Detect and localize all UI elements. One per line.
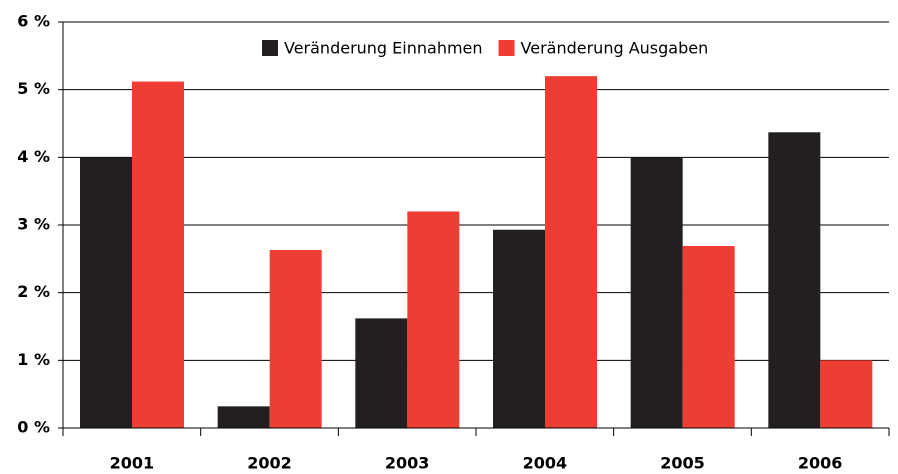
bar (132, 81, 184, 429)
x-tick-label: 2005 (660, 454, 705, 473)
bar (682, 245, 735, 428)
y-tick-label: 1 % (17, 350, 50, 369)
legend-label: Veränderung Einnahmen (284, 39, 483, 58)
y-tick-label: 2 % (17, 282, 50, 301)
y-tick-label: 3 % (17, 215, 50, 234)
bar (355, 318, 408, 428)
x-tick-label: 2004 (523, 454, 568, 473)
x-tick-label: 2002 (247, 454, 292, 473)
legend-label: Veränderung Ausgaben (521, 39, 709, 58)
x-tick-label: 2006 (798, 454, 843, 473)
bar (217, 406, 270, 428)
legend-swatch (262, 40, 278, 56)
legend-swatch (498, 40, 515, 56)
y-tick-label: 6 % (17, 12, 50, 31)
bar (493, 229, 545, 428)
bar (407, 211, 460, 428)
bar (269, 250, 322, 428)
bar (820, 360, 873, 428)
x-tick-label: 2003 (385, 454, 430, 473)
y-tick-label: 0 % (17, 418, 50, 437)
bar (630, 157, 683, 429)
x-tick-label: 2001 (110, 454, 155, 473)
y-tick-label: 5 % (17, 79, 50, 98)
bar (768, 132, 821, 428)
y-tick-label: 4 % (17, 147, 50, 166)
bar (545, 76, 597, 428)
bar (80, 157, 132, 429)
